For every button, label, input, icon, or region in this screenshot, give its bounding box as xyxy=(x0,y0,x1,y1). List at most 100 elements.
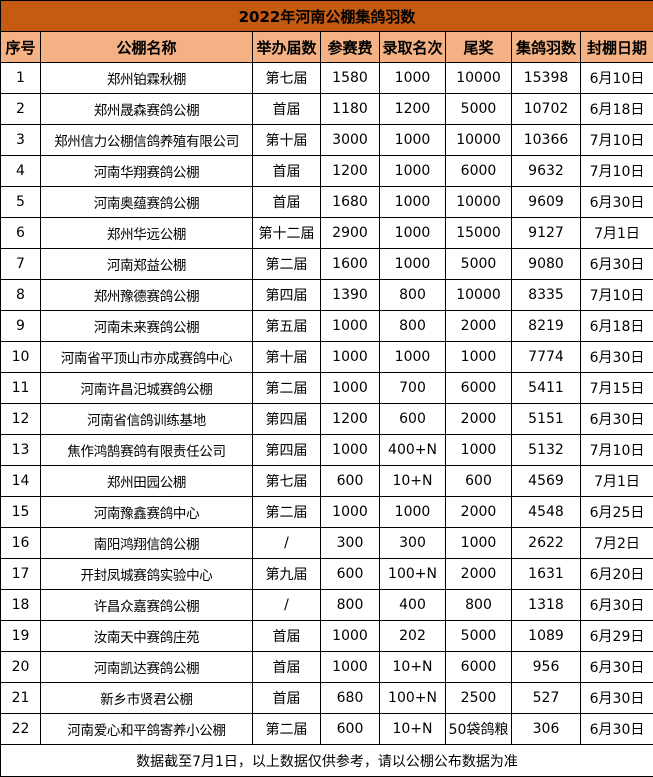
cell-bird-count: 8219 xyxy=(512,311,581,342)
cell-loft-name: 许昌众嘉赛鸽公棚 xyxy=(41,590,253,621)
cell-edition: / xyxy=(253,528,321,559)
cell-tail-prize: 2000 xyxy=(446,404,512,435)
cell-tail-prize: 6000 xyxy=(446,652,512,683)
cell-loft-name: 郑州华远公棚 xyxy=(41,218,253,249)
cell-prize-places: 1000 xyxy=(380,63,446,94)
cell-loft-name: 河南奥蕴赛鸽公棚 xyxy=(41,187,253,218)
cell-loft-name: 河南未来赛鸽公棚 xyxy=(41,311,253,342)
cell-entry-fee: 1600 xyxy=(321,249,380,280)
cell-close-date: 7月1日 xyxy=(581,466,653,497)
cell-edition: / xyxy=(253,590,321,621)
header-col-tail-prize: 尾奖 xyxy=(446,32,512,63)
cell-loft-name: 新乡市贤君公棚 xyxy=(41,683,253,714)
cell-index: 11 xyxy=(1,373,41,404)
cell-close-date: 6月18日 xyxy=(581,94,653,125)
cell-bird-count: 9080 xyxy=(512,249,581,280)
cell-close-date: 6月30日 xyxy=(581,590,653,621)
cell-index: 17 xyxy=(1,559,41,590)
cell-prize-places: 1000 xyxy=(380,156,446,187)
cell-bird-count: 527 xyxy=(512,683,581,714)
cell-loft-name: 河南郑益公棚 xyxy=(41,249,253,280)
cell-tail-prize: 15000 xyxy=(446,218,512,249)
cell-prize-places: 1000 xyxy=(380,497,446,528)
header-col-bird-count: 集鸽羽数 xyxy=(512,32,581,63)
cell-edition: 第十届 xyxy=(253,342,321,373)
cell-close-date: 6月30日 xyxy=(581,683,653,714)
cell-close-date: 6月30日 xyxy=(581,714,653,745)
cell-close-date: 6月30日 xyxy=(581,404,653,435)
cell-bird-count: 9609 xyxy=(512,187,581,218)
cell-tail-prize: 1000 xyxy=(446,342,512,373)
cell-bird-count: 7774 xyxy=(512,342,581,373)
cell-prize-places: 1000 xyxy=(380,342,446,373)
cell-prize-places: 1000 xyxy=(380,249,446,280)
cell-edition: 第二届 xyxy=(253,249,321,280)
cell-loft-name: 河南豫鑫赛鸽中心 xyxy=(41,497,253,528)
cell-tail-prize: 10000 xyxy=(446,125,512,156)
cell-tail-prize: 5000 xyxy=(446,249,512,280)
cell-entry-fee: 600 xyxy=(321,466,380,497)
cell-tail-prize: 6000 xyxy=(446,156,512,187)
cell-prize-places: 100+N xyxy=(380,559,446,590)
cell-close-date: 7月10日 xyxy=(581,156,653,187)
cell-bird-count: 5151 xyxy=(512,404,581,435)
cell-bird-count: 1631 xyxy=(512,559,581,590)
cell-edition: 首届 xyxy=(253,652,321,683)
cell-prize-places: 400+N xyxy=(380,435,446,466)
cell-bird-count: 10366 xyxy=(512,125,581,156)
cell-loft-name: 郑州铂霖秋棚 xyxy=(41,63,253,94)
cell-tail-prize: 50袋鸽粮 xyxy=(446,714,512,745)
cell-close-date: 7月10日 xyxy=(581,280,653,311)
cell-tail-prize: 1000 xyxy=(446,528,512,559)
cell-index: 15 xyxy=(1,497,41,528)
cell-edition: 第九届 xyxy=(253,559,321,590)
cell-index: 7 xyxy=(1,249,41,280)
footer-note: 数据截至7月1日，以上数据仅供参考，请以公棚公布数据为准 xyxy=(1,745,653,777)
cell-loft-name: 河南华翔赛鸽公棚 xyxy=(41,156,253,187)
header-col-index: 序号 xyxy=(1,32,41,63)
cell-loft-name: 汝南天中赛鸽庄苑 xyxy=(41,621,253,652)
cell-bird-count: 956 xyxy=(512,652,581,683)
cell-edition: 第十二届 xyxy=(253,218,321,249)
cell-prize-places: 10+N xyxy=(380,652,446,683)
cell-bird-count: 306 xyxy=(512,714,581,745)
cell-edition: 第二届 xyxy=(253,714,321,745)
cell-index: 3 xyxy=(1,125,41,156)
cell-edition: 第七届 xyxy=(253,63,321,94)
cell-index: 14 xyxy=(1,466,41,497)
cell-edition: 首届 xyxy=(253,156,321,187)
cell-prize-places: 600 xyxy=(380,404,446,435)
cell-tail-prize: 10000 xyxy=(446,63,512,94)
cell-entry-fee: 600 xyxy=(321,714,380,745)
cell-prize-places: 1000 xyxy=(380,187,446,218)
cell-index: 5 xyxy=(1,187,41,218)
cell-entry-fee: 680 xyxy=(321,683,380,714)
cell-entry-fee: 1680 xyxy=(321,187,380,218)
cell-bird-count: 9127 xyxy=(512,218,581,249)
cell-tail-prize: 2000 xyxy=(446,311,512,342)
header-row: 序号公棚名称举办届数参赛费录取名次尾奖集鸽羽数封棚日期 xyxy=(1,32,653,63)
cell-close-date: 6月20日 xyxy=(581,559,653,590)
cell-edition: 第四届 xyxy=(253,404,321,435)
cell-bird-count: 1318 xyxy=(512,590,581,621)
cell-index: 4 xyxy=(1,156,41,187)
cell-prize-places: 202 xyxy=(380,621,446,652)
cell-loft-name: 郑州晟森赛鸽公棚 xyxy=(41,94,253,125)
table-title: 2022年河南公棚集鸽羽数 xyxy=(1,1,653,32)
cell-entry-fee: 1000 xyxy=(321,342,380,373)
cell-edition: 第二届 xyxy=(253,497,321,528)
cell-edition: 第二届 xyxy=(253,373,321,404)
cell-index: 16 xyxy=(1,528,41,559)
cell-index: 19 xyxy=(1,621,41,652)
cell-prize-places: 100+N xyxy=(380,683,446,714)
